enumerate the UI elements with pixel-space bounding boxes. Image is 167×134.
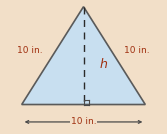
Text: 10 in.: 10 in.: [124, 46, 150, 55]
Text: 10 in.: 10 in.: [71, 117, 96, 126]
Text: h: h: [100, 58, 108, 71]
Text: 10 in.: 10 in.: [17, 46, 43, 55]
Polygon shape: [22, 7, 145, 105]
